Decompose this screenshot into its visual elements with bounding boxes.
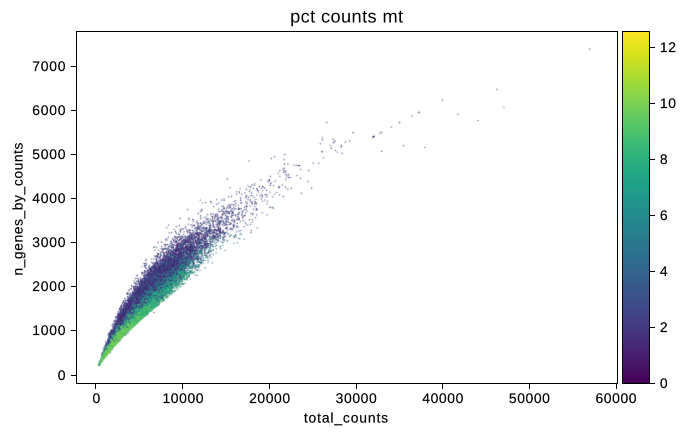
svg-text:40000: 40000 <box>422 390 464 406</box>
svg-text:60000: 60000 <box>595 390 637 406</box>
svg-text:n_genes_by_counts: n_genes_by_counts <box>10 142 26 276</box>
svg-text:0: 0 <box>93 390 101 406</box>
svg-text:20000: 20000 <box>249 390 291 406</box>
svg-text:pct counts mt: pct counts mt <box>290 7 403 27</box>
svg-text:5000: 5000 <box>32 146 66 162</box>
svg-text:30000: 30000 <box>336 390 378 406</box>
svg-text:12: 12 <box>660 39 677 55</box>
svg-text:1000: 1000 <box>32 322 66 338</box>
svg-text:2000: 2000 <box>32 278 66 294</box>
svg-text:2: 2 <box>660 319 668 335</box>
svg-text:6000: 6000 <box>32 102 66 118</box>
svg-text:0: 0 <box>58 367 67 383</box>
svg-text:8: 8 <box>660 151 668 167</box>
svg-text:10: 10 <box>660 95 677 111</box>
svg-text:0: 0 <box>660 375 668 391</box>
svg-text:7000: 7000 <box>32 58 66 74</box>
svg-text:4: 4 <box>660 263 668 279</box>
svg-text:4000: 4000 <box>32 190 66 206</box>
svg-text:10000: 10000 <box>162 390 204 406</box>
svg-text:total_counts: total_counts <box>304 409 389 425</box>
svg-text:50000: 50000 <box>509 390 551 406</box>
svg-text:3000: 3000 <box>32 234 66 250</box>
svg-text:6: 6 <box>660 207 668 223</box>
